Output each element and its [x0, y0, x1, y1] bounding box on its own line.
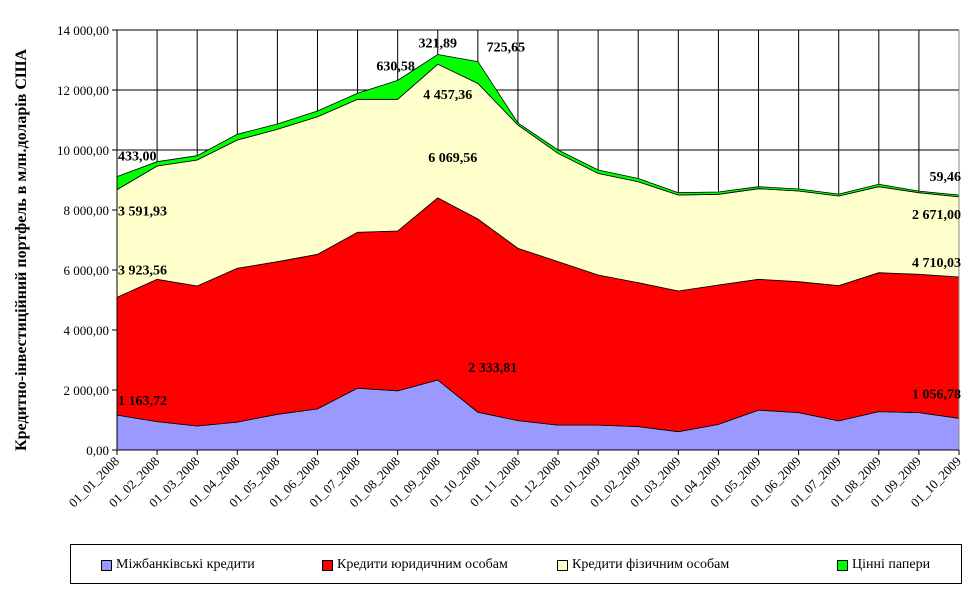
y-tick-label: 4 000,00 [64, 323, 110, 338]
legend-item: Міжбанківські кредити [101, 557, 255, 573]
y-axis-title: Кредитно-інвестиційний портфель в млн.до… [13, 49, 30, 452]
y-tick-label: 2 000,00 [64, 383, 110, 398]
data-label: 2 671,00 [912, 208, 961, 223]
y-tick-label: 6 000,00 [64, 263, 110, 278]
data-label: 3 923,56 [118, 263, 167, 278]
legend-swatch [837, 559, 848, 571]
data-label: 321,89 [419, 37, 458, 52]
data-label: 1 056,78 [912, 387, 961, 402]
legend-swatch [322, 559, 333, 571]
legend-item: Кредити юридичним особам [322, 557, 508, 573]
legend-item: Кредити фізичним особам [557, 557, 729, 573]
data-label: 59,46 [930, 170, 962, 185]
legend-label: Міжбанківські кредити [116, 557, 255, 572]
data-label: 2 333,81 [468, 361, 517, 376]
chart-legend: Міжбанківські кредити Кредити юридичним о… [70, 544, 962, 584]
y-tick-label: 10 000,00 [57, 143, 109, 158]
data-label: 1 163,72 [118, 394, 167, 409]
legend-label: Кредити юридичним особам [337, 557, 508, 572]
y-tick-label: 14 000,00 [57, 23, 109, 38]
legend-label: Кредити фізичним особам [572, 557, 730, 572]
legend-swatch [101, 559, 112, 571]
legend-label: Цінні папери [852, 557, 931, 572]
y-tick-label: 12 000,00 [57, 83, 109, 98]
data-label: 6 069,56 [428, 151, 477, 166]
data-label: 4 710,03 [912, 256, 961, 271]
data-label: 630,58 [376, 59, 415, 74]
y-tick-label: 8 000,00 [64, 203, 110, 218]
data-label: 4 457,36 [423, 88, 472, 103]
legend-item: Цінні папери [837, 557, 930, 573]
data-label: 433,00 [118, 150, 157, 165]
legend-swatch [557, 559, 568, 571]
y-tick-label: 0,00 [86, 443, 109, 458]
data-label: 725,65 [487, 41, 526, 56]
data-label: 3 591,93 [118, 205, 167, 220]
